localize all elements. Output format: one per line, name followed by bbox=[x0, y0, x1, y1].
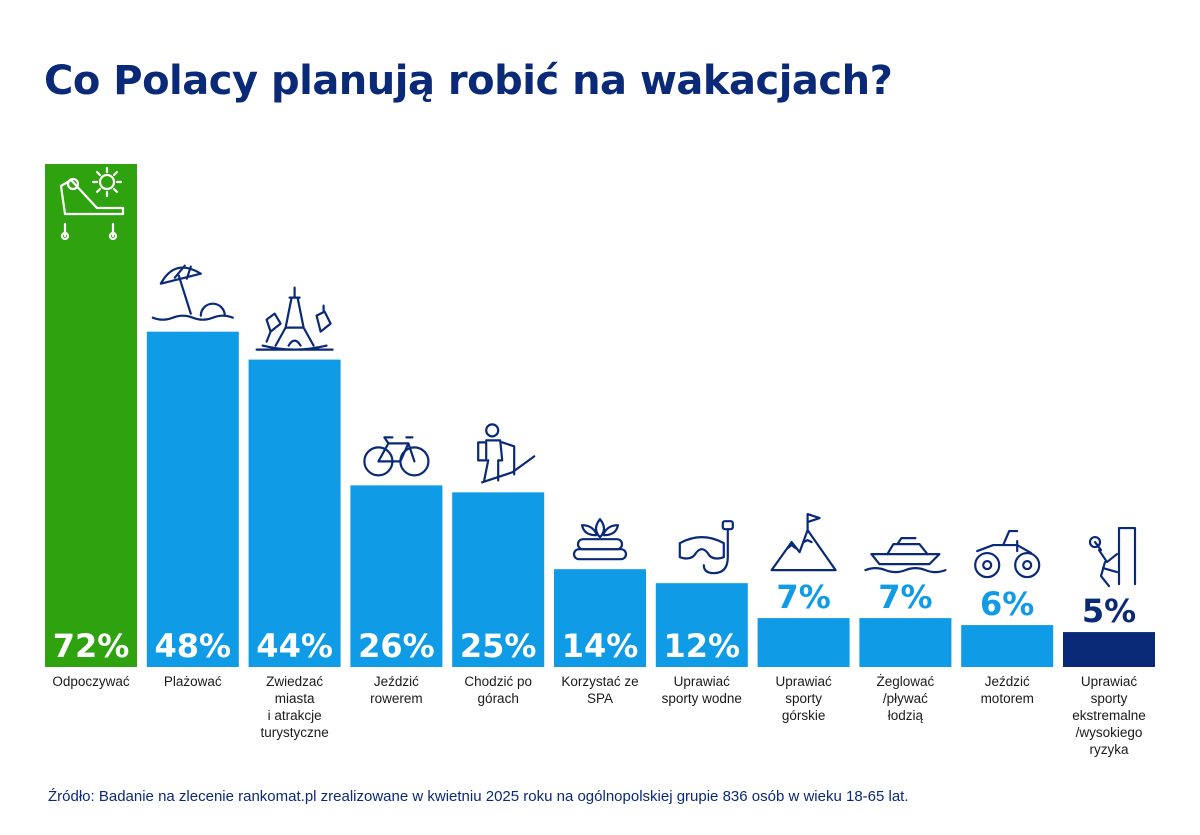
category-label-10: Jeździć motorem bbox=[981, 674, 1034, 706]
value-label-3: 44% bbox=[256, 627, 333, 665]
category-label-1: Odpoczywać bbox=[52, 674, 130, 689]
boat-icon bbox=[864, 536, 947, 574]
value-label-7: 12% bbox=[664, 627, 741, 665]
bar-1 bbox=[45, 164, 137, 667]
quad-bike-icon bbox=[974, 529, 1041, 579]
category-label-11: Uprawiać sporty ekstremalne/wysokiego ryzyk… bbox=[1072, 674, 1146, 757]
category-label-2: Plażować bbox=[164, 674, 222, 689]
value-label-10: 6% bbox=[980, 585, 1034, 623]
value-label-2: 48% bbox=[155, 627, 232, 665]
sunbed-icon bbox=[59, 166, 125, 241]
climber-icon bbox=[1088, 526, 1137, 588]
value-label-6: 14% bbox=[562, 627, 639, 665]
bar-5 bbox=[452, 492, 545, 667]
value-label-1: 72% bbox=[53, 627, 130, 665]
hiker-icon bbox=[477, 423, 536, 484]
category-label-4: Jeździć rowerem bbox=[370, 674, 423, 706]
category-label-3: Zwiedzać miasta i atrakcje turystyczne bbox=[260, 674, 328, 740]
bar-2 bbox=[146, 331, 239, 667]
value-label-5: 25% bbox=[460, 627, 537, 665]
bar-3 bbox=[248, 359, 341, 667]
category-label-7: Uprawiać sporty wodne bbox=[662, 674, 742, 706]
bar-10 bbox=[961, 625, 1054, 667]
category-label-8: Uprawiać sporty górskie bbox=[775, 674, 832, 723]
diving-mask-icon bbox=[678, 520, 734, 575]
chart-title: Co Polacy planują robić na wakacjach? bbox=[44, 58, 893, 104]
source-note: Źródło: Badanie na zlecenie rankomat.pl … bbox=[48, 788, 909, 805]
bicycle-icon bbox=[363, 436, 430, 477]
value-label-8: 7% bbox=[776, 578, 830, 616]
bar-8 bbox=[757, 618, 850, 667]
value-label-11: 5% bbox=[1082, 592, 1136, 630]
bar-11 bbox=[1063, 632, 1155, 667]
landmarks-icon bbox=[255, 286, 334, 351]
bar-6 bbox=[554, 569, 646, 667]
mountain-flag-icon bbox=[770, 512, 837, 572]
value-label-9: 7% bbox=[878, 578, 932, 616]
bar-7 bbox=[655, 583, 748, 667]
category-label-9: Żeglować/pływać łodzią bbox=[877, 674, 935, 723]
category-label-6: Korzystać ze SPA bbox=[561, 674, 638, 706]
beach-umbrella-icon bbox=[151, 264, 234, 321]
value-label-4: 26% bbox=[358, 627, 435, 665]
bar-9 bbox=[859, 618, 952, 667]
category-label-5: Chodzić po górach bbox=[464, 674, 532, 706]
spa-stones-icon bbox=[572, 518, 628, 561]
bar-4 bbox=[350, 485, 443, 667]
